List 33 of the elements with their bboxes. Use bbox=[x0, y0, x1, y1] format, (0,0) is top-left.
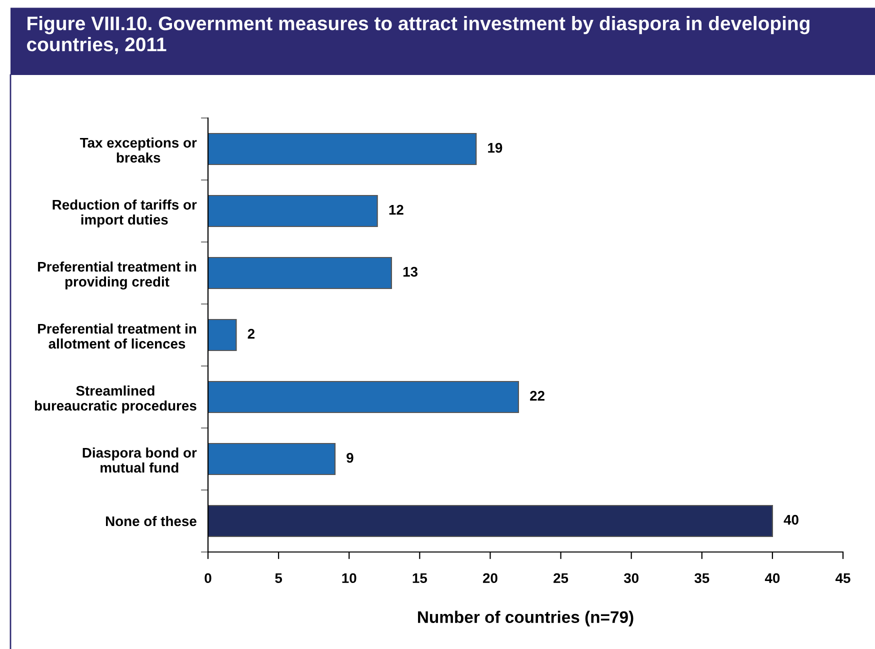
x-tick-label: 25 bbox=[554, 573, 568, 584]
x-tick-label: 5 bbox=[275, 573, 282, 584]
bar bbox=[208, 256, 392, 290]
x-tick-label: 45 bbox=[835, 573, 850, 584]
bar bbox=[208, 442, 336, 476]
y-tick-label: Preferential treatment in allotment of licences bbox=[38, 323, 196, 349]
data-label: 12 bbox=[389, 204, 404, 215]
bar bbox=[208, 380, 519, 414]
data-label: 22 bbox=[530, 390, 544, 401]
data-label: 40 bbox=[784, 514, 798, 525]
x-tick-label: 15 bbox=[412, 573, 428, 584]
x-tick-label: 35 bbox=[694, 573, 710, 584]
y-tick-label: Tax exceptions or breaks bbox=[80, 137, 197, 163]
bar bbox=[208, 132, 477, 166]
data-label: 13 bbox=[403, 266, 418, 277]
y-tick-label: Preferential treatment in providing credit bbox=[38, 261, 196, 290]
x-tick-label: 20 bbox=[482, 573, 498, 584]
data-label: 2 bbox=[248, 328, 254, 339]
x-tick-label: 0 bbox=[204, 573, 212, 584]
y-tick-label: Streamlined bureaucratic procedures bbox=[34, 385, 196, 414]
y-tick-label: Diaspora bond or mutual fund bbox=[82, 447, 197, 473]
bar bbox=[208, 504, 773, 538]
x-tick-label: 40 bbox=[764, 573, 780, 584]
chart-title: Figure VIII.10. Government measures to attract investment by diaspora in developing countries, 2011 bbox=[27, 16, 810, 54]
bar bbox=[208, 318, 237, 352]
x-tick-label: 10 bbox=[342, 573, 356, 584]
bar bbox=[208, 194, 378, 228]
data-label: 19 bbox=[488, 142, 502, 153]
x-axis-title: Number of countries (n=79) bbox=[418, 610, 634, 626]
y-tick-label: Reduction of tariffs or import duties bbox=[52, 199, 197, 228]
y-tick-label: None of these bbox=[106, 516, 196, 526]
data-label: 9 bbox=[346, 452, 354, 463]
x-tick-label: 30 bbox=[624, 573, 638, 584]
